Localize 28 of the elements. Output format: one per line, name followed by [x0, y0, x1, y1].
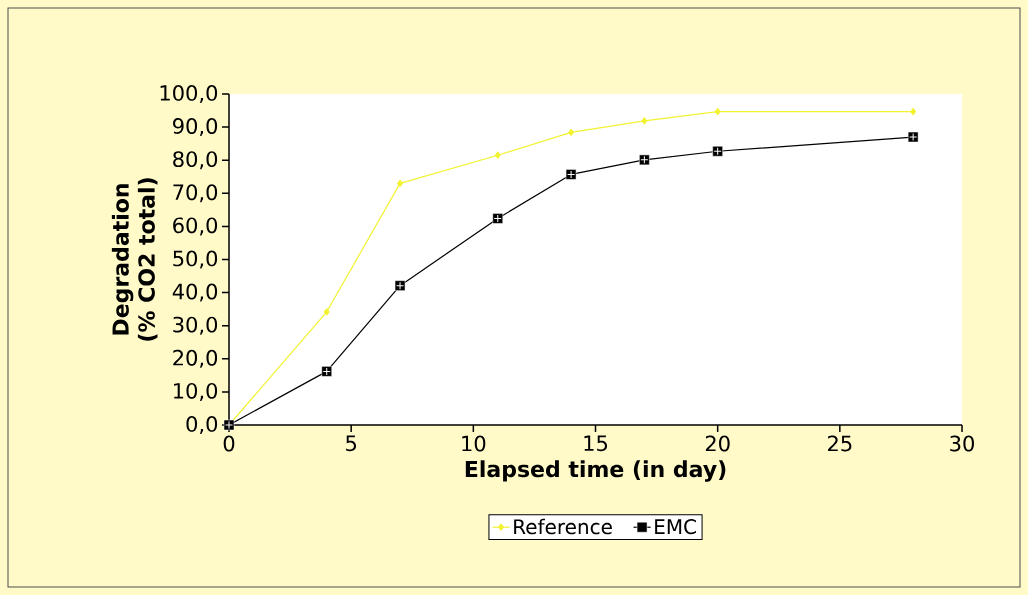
y-tick-label: 100,0: [160, 84, 218, 104]
y-tick-label: 0,0: [186, 415, 218, 435]
x-tick-label: 15: [584, 435, 608, 452]
y-tick-label: 80,0: [173, 151, 218, 170]
y-tick-label: 40,0: [172, 283, 218, 302]
x-tick-label: 30: [950, 435, 974, 452]
x-axis-title: Elapsed time (in day): [465, 460, 726, 482]
legend-label: Reference: [514, 518, 612, 535]
point: [641, 117, 648, 125]
y-tick-label: 70,0: [173, 184, 218, 203]
point: [714, 107, 721, 116]
y-tick-label: 30,0: [173, 316, 218, 335]
y-tick-label: 60,0: [173, 217, 218, 236]
y-axis-title: Degradation (% CO2 total): [111, 178, 158, 341]
x-tick-label: 25: [828, 435, 852, 452]
point: [568, 128, 574, 136]
y-tick-label: 20,0: [173, 349, 218, 368]
x-tick-label: 0: [223, 435, 235, 452]
point: [323, 308, 330, 316]
point: [494, 151, 501, 159]
x-tick-label: 5: [346, 435, 357, 452]
y-tick-label: 50,0: [173, 250, 218, 269]
legend-label: EMC: [655, 519, 696, 535]
y-tick-label: 90,0: [173, 118, 218, 137]
point: [397, 179, 403, 187]
x-tick-label: 20: [705, 435, 730, 452]
y-tick-label: 10,0: [174, 382, 218, 401]
x-tick-label: 10: [462, 435, 486, 452]
